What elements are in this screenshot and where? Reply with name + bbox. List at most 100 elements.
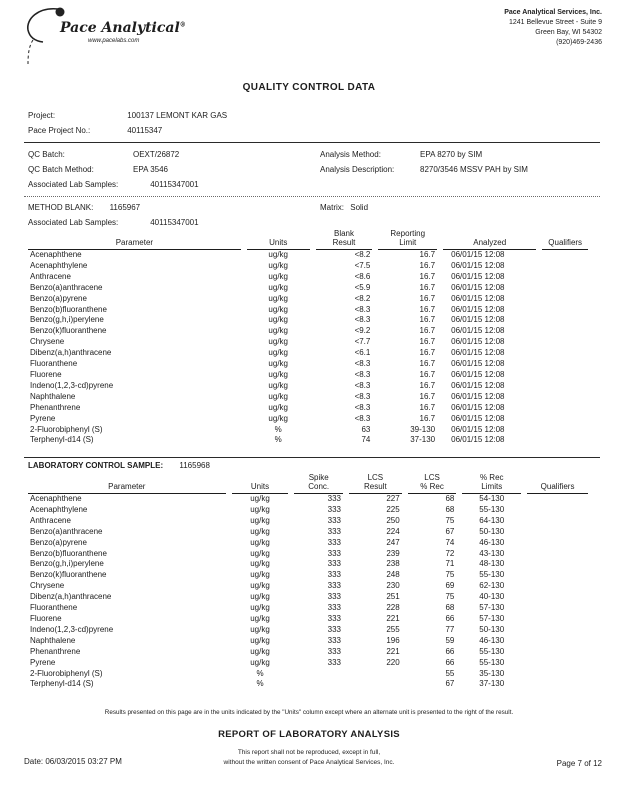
table-cell: 16.7 — [419, 391, 436, 401]
table-cell: Chrysene — [30, 581, 65, 591]
qc-batch: QC Batch: OEXT/26872 — [28, 147, 320, 162]
project-value: 100137 LEMONT KAR GAS — [127, 111, 228, 120]
table-cell: 59 — [445, 635, 455, 645]
pace-project-no-value: 40115347 — [127, 126, 163, 135]
table-cell: <7.7 — [354, 337, 371, 347]
table-row: Benzo(g,h,i)perylene ug/kg <8.3 16.7 06/01/1… — [28, 315, 588, 326]
table-cell — [527, 647, 588, 658]
table-cell: ug/kg — [250, 548, 270, 558]
table-cell: 64-130 — [479, 515, 505, 525]
table-cell: Phenanthrene — [30, 402, 81, 412]
table-cell: ug/kg — [268, 413, 288, 423]
table-cell: 333 — [327, 581, 342, 591]
table-cell: 225 — [386, 504, 400, 514]
table-cell: 37-130 — [410, 435, 436, 445]
table-cell: Indeno(1,2,3-cd)pyrene — [30, 624, 114, 634]
table-cell: Pyrene — [30, 413, 56, 423]
table-cell: 06/01/15 12:08 — [451, 359, 505, 369]
table-cell — [542, 425, 588, 436]
table-cell — [542, 283, 588, 294]
table-cell — [527, 592, 588, 603]
table-cell — [527, 625, 588, 636]
table-cell: 75 — [445, 570, 455, 580]
table-cell: 57-130 — [479, 603, 505, 613]
table-cell — [542, 348, 588, 359]
table-cell: ug/kg — [250, 537, 270, 547]
table-cell: ug/kg — [250, 515, 270, 525]
table-cell: 16.7 — [419, 348, 436, 358]
table-cell: 333 — [327, 559, 342, 569]
table-cell: 220 — [386, 657, 400, 667]
pace-project-no-row: Pace Project No.: 40115347 — [28, 123, 598, 138]
table-cell: 16.7 — [419, 260, 436, 270]
table-cell: Benzo(a)pyrene — [30, 537, 87, 547]
table-cell: 06/01/15 12:08 — [451, 293, 505, 303]
table-cell: 333 — [327, 526, 342, 536]
table-cell: Naphthalene — [30, 635, 76, 645]
table-cell: % — [256, 668, 264, 678]
table-cell: 247 — [386, 537, 400, 547]
table-cell: Acenaphthene — [30, 494, 82, 503]
table-cell: 06/01/15 12:08 — [451, 391, 505, 401]
table-row: Phenanthrene ug/kg 333 221 66 55-130 — [28, 647, 588, 658]
column-header: % Rec Limits — [462, 472, 522, 494]
table-row: Naphthalene ug/kg <8.3 16.7 06/01/15 12:08 — [28, 392, 588, 403]
table-cell: 68 — [445, 504, 455, 514]
table-cell — [527, 669, 588, 680]
table-cell: 16.7 — [419, 402, 436, 412]
associated-lab-samples-value: 40115347001 — [150, 180, 199, 189]
lcs-number: 1165968 — [179, 461, 210, 470]
table-cell: 40-130 — [479, 592, 505, 602]
table-cell: 54-130 — [479, 494, 505, 503]
table-cell: 16.7 — [419, 380, 436, 390]
table-cell: 333 — [327, 548, 342, 558]
table-cell: 16.7 — [419, 413, 436, 423]
table-cell: 224 — [386, 526, 400, 536]
table-cell — [527, 559, 588, 570]
table-row: 2-Fluorobiphenyl (S)% 63 39-130 06/01/15 12… — [28, 425, 588, 436]
table-cell: 43-130 — [479, 548, 505, 558]
table-cell: 37-130 — [479, 679, 505, 689]
table-cell: <8.3 — [354, 315, 371, 325]
table-row: Benzo(a)anthracene ug/kg 333 224 67 50-130 — [28, 527, 588, 538]
table-cell: 06/01/15 12:08 — [451, 260, 505, 270]
lcs-heading: LABORATORY CONTROL SAMPLE: 1165968 — [28, 461, 210, 470]
logo-swoosh-icon — [27, 7, 65, 65]
table-row: Benzo(b)fluoranthene ug/kg 333 239 72 43-130 — [28, 549, 588, 560]
table-cell: <8.2 — [354, 250, 371, 259]
table-cell — [527, 658, 588, 669]
table-row: Fluoranthene ug/kg 333 228 68 57-130 — [28, 603, 588, 614]
table-cell: 251 — [386, 592, 400, 602]
matrix: Matrix: Solid — [320, 203, 368, 212]
table-cell: ug/kg — [268, 260, 288, 270]
column-header: Blank Result — [315, 228, 373, 250]
table-cell — [542, 435, 588, 446]
divider — [24, 457, 600, 458]
table-cell: 16.7 — [419, 250, 436, 259]
table-cell — [527, 570, 588, 581]
table-cell: 06/01/15 12:08 — [451, 348, 505, 358]
table-cell: ug/kg — [268, 250, 288, 259]
table-cell: 55-130 — [479, 646, 505, 656]
project-info-block: Project: 100137 LEMONT KAR GAS Pace Proj… — [28, 108, 598, 138]
table-cell: 230 — [386, 581, 400, 591]
table-cell: <8.6 — [354, 271, 371, 281]
divider — [24, 196, 600, 197]
table-cell: Acenaphthylene — [30, 504, 88, 514]
table-cell — [542, 337, 588, 348]
column-header: Spike Conc. — [294, 472, 344, 494]
method-blank-table: Parameter Units Blank Result Reporting Limi… — [22, 228, 594, 446]
table-row: Pyrene ug/kg 333 220 66 55-130 — [28, 658, 588, 669]
table-cell: % — [274, 424, 282, 434]
table-cell: ug/kg — [250, 624, 270, 634]
matrix-value: Solid — [350, 203, 369, 212]
table-cell: ug/kg — [268, 315, 288, 325]
table-cell — [542, 359, 588, 370]
table-cell: ug/kg — [268, 304, 288, 314]
table-cell: ug/kg — [268, 337, 288, 347]
table-cell: ug/kg — [250, 613, 270, 623]
table-cell: ug/kg — [268, 380, 288, 390]
table-cell: Fluoranthene — [30, 603, 78, 613]
table-cell: 333 — [327, 635, 342, 645]
table-cell: 67 — [445, 526, 455, 536]
